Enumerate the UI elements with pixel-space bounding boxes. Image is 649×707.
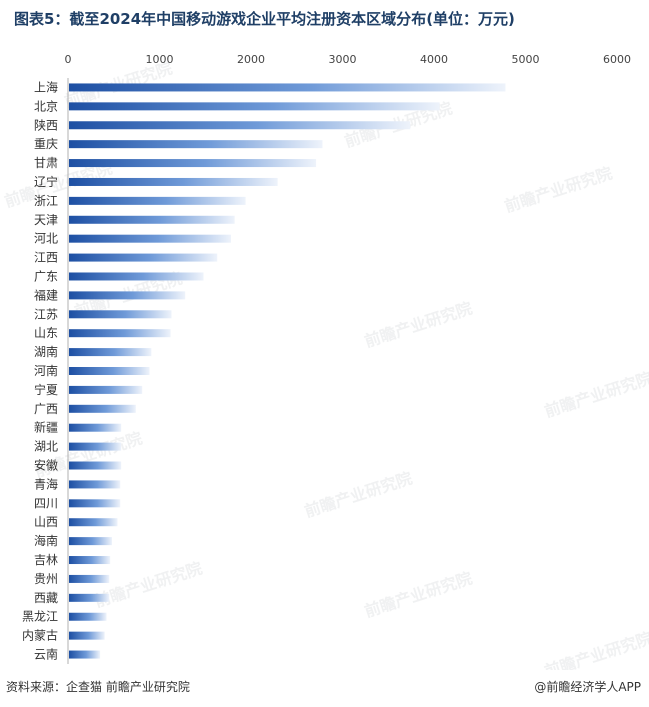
bar bbox=[69, 310, 172, 319]
category-label: 湖北 bbox=[34, 439, 58, 454]
category-label: 河南 bbox=[34, 363, 58, 378]
category-label: 内蒙古 bbox=[22, 628, 58, 643]
category-label: 黑龙江 bbox=[22, 610, 58, 624]
category-label: 安徽 bbox=[34, 458, 58, 473]
bar bbox=[69, 574, 110, 583]
category-label: 山东 bbox=[34, 326, 58, 340]
x-tick-label: 0 bbox=[65, 53, 72, 66]
category-label: 新疆 bbox=[34, 420, 58, 435]
watermark-text: 前瞻产业研究院 bbox=[92, 558, 204, 611]
bar bbox=[69, 518, 118, 527]
bar-chart: 前瞻产业研究院前瞻产业研究院前瞻产业研究院前瞻产业研究院前瞻产业研究院前瞻产业研… bbox=[2, 53, 649, 670]
bar bbox=[69, 385, 143, 394]
category-label: 山西 bbox=[34, 515, 58, 529]
category-label: 广西 bbox=[34, 402, 58, 416]
bar bbox=[69, 556, 111, 565]
category-label: 福建 bbox=[34, 287, 58, 302]
category-label: 重庆 bbox=[34, 137, 58, 151]
category-label: 浙江 bbox=[34, 194, 58, 208]
bar bbox=[69, 272, 204, 281]
bar bbox=[69, 499, 121, 508]
bar bbox=[69, 537, 113, 546]
bars bbox=[69, 83, 506, 659]
category-label: 江苏 bbox=[34, 307, 58, 321]
category-label: 江西 bbox=[34, 251, 58, 265]
bar bbox=[69, 367, 150, 375]
category-label: 北京 bbox=[34, 99, 58, 113]
x-tick-label: 1000 bbox=[146, 53, 174, 66]
bar bbox=[69, 291, 186, 300]
x-tick-label: 5000 bbox=[512, 53, 540, 66]
x-tick-label: 6000 bbox=[603, 53, 631, 66]
category-label: 青海 bbox=[34, 476, 58, 491]
category-label: 甘肃 bbox=[34, 156, 58, 170]
watermark-text: 前瞻产业研究院 bbox=[502, 163, 614, 216]
watermark-text: 前瞻产业研究院 bbox=[32, 428, 144, 481]
brand-credit: @前瞻经济学人APP bbox=[534, 680, 641, 694]
category-label: 上海 bbox=[34, 79, 58, 94]
category-label: 四川 bbox=[34, 496, 58, 510]
category-label: 天津 bbox=[34, 213, 58, 227]
chart-title: 图表5：截至2024年中国移动游戏企业平均注册资本区域分布(单位：万元) bbox=[14, 10, 515, 28]
bar bbox=[69, 650, 101, 659]
watermark-text: 前瞻产业研究院 bbox=[302, 468, 414, 521]
category-label: 贵州 bbox=[34, 572, 58, 586]
watermark-text: 前瞻产业研究院 bbox=[362, 298, 474, 351]
category-label: 西藏 bbox=[34, 591, 58, 605]
x-axis: 0 1000 2000 3000 4000 5000 6000 bbox=[65, 53, 631, 664]
x-tick-label: 2000 bbox=[237, 53, 265, 66]
bar bbox=[69, 348, 152, 357]
bar bbox=[69, 631, 105, 640]
category-label: 宁夏 bbox=[34, 382, 58, 397]
bar bbox=[69, 102, 440, 111]
bar bbox=[69, 253, 218, 262]
watermark-text: 前瞻产业研究院 bbox=[362, 568, 474, 621]
watermark-text: 前瞻产业研究院 bbox=[542, 368, 649, 421]
bar bbox=[69, 442, 122, 451]
bar bbox=[69, 593, 110, 602]
bar bbox=[69, 83, 506, 92]
category-labels: 上海北京陕西重庆甘肃辽宁浙江天津河北江西广东福建江苏山东湖南河南宁夏广西新疆湖北… bbox=[22, 79, 58, 661]
bar bbox=[69, 480, 121, 489]
category-label: 吉林 bbox=[34, 553, 58, 567]
bar bbox=[69, 177, 278, 186]
category-label: 湖南 bbox=[34, 344, 58, 359]
category-label: 云南 bbox=[34, 647, 58, 662]
category-label: 辽宁 bbox=[34, 174, 58, 189]
x-tick-label: 4000 bbox=[420, 53, 448, 66]
bar bbox=[69, 404, 136, 413]
bar bbox=[69, 159, 317, 168]
watermark-text: 前瞻产业研究院 bbox=[542, 628, 649, 670]
bar bbox=[69, 196, 246, 205]
category-label: 河北 bbox=[34, 232, 58, 246]
category-label: 陕西 bbox=[34, 117, 58, 132]
x-tick-label: 3000 bbox=[329, 53, 357, 66]
bar bbox=[69, 215, 235, 224]
bar bbox=[69, 140, 323, 149]
bar bbox=[69, 329, 171, 338]
bar bbox=[69, 612, 107, 621]
source-note: 资料来源：企查猫 前瞻产业研究院 bbox=[6, 680, 190, 694]
bar bbox=[69, 423, 122, 432]
bar bbox=[69, 461, 122, 470]
bar bbox=[69, 234, 231, 243]
category-label: 海南 bbox=[34, 533, 58, 548]
category-label: 广东 bbox=[34, 269, 58, 283]
bar bbox=[69, 121, 411, 130]
